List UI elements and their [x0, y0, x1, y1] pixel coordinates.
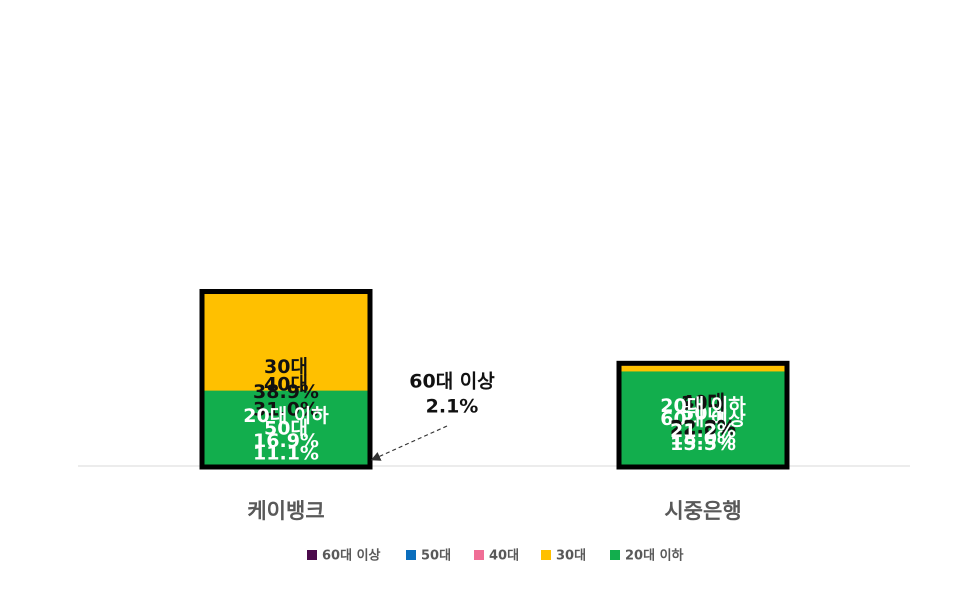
highlight-box-1	[616, 360, 790, 470]
legend-swatch-2	[474, 550, 484, 560]
bar-0-series-4	[203, 390, 369, 466]
annotation-arrow	[370, 425, 448, 461]
segment-name-label-0-3: 30대	[264, 356, 308, 378]
segment-name-label-1-3: 30대	[681, 392, 725, 414]
segment-name-label-1-1: 50대	[681, 402, 725, 424]
segment-name-label-1-0: 60대 이상	[660, 408, 746, 430]
segment-name-label-1-4: 20대 이하	[660, 395, 746, 417]
legend-swatch-3	[541, 550, 551, 560]
legend-swatch-1	[406, 550, 416, 560]
annotation-value: 2.1%	[426, 396, 479, 418]
legend-label-2: 40대	[489, 549, 519, 564]
segment-name-label-0-1: 50대	[264, 418, 308, 440]
legend-label-4: 20대 이하	[625, 548, 684, 564]
segment-value-label-1-1: 18.0%	[670, 427, 736, 449]
legend-label-1: 50대	[421, 549, 451, 564]
legend-swatch-4	[610, 550, 620, 560]
segment-value-label-0-3: 38.9%	[253, 381, 319, 403]
legend-label-0: 60대 이상	[322, 548, 381, 564]
segment-value-label-1-0: 15.5%	[670, 433, 736, 455]
segment-value-label-0-2: 31.0%	[253, 398, 319, 420]
segment-value-label-0-4: 16.9%	[253, 430, 319, 452]
segment-value-label-1-2: 22.8%	[670, 417, 736, 439]
highlight-box-0	[199, 289, 373, 470]
legend-label-3: 30대	[556, 549, 586, 564]
segment-value-label-1-4: 21.2%	[670, 420, 736, 442]
annotation-title: 60대 이상	[409, 371, 495, 393]
bar-1-series-4	[620, 371, 786, 466]
segment-name-label-0-4: 20대 이하	[243, 405, 329, 427]
legend-swatch-0	[307, 550, 317, 560]
segment-name-label-0-2: 40대	[264, 373, 308, 395]
segment-value-label-1-3: 22.5%	[670, 417, 736, 439]
category-label-0: 케이뱅크	[247, 499, 324, 523]
segment-value-label-0-1: 11.1%	[253, 443, 319, 465]
category-label-1: 시중은행	[664, 499, 741, 523]
segment-name-label-1-2: 40대	[681, 392, 725, 414]
